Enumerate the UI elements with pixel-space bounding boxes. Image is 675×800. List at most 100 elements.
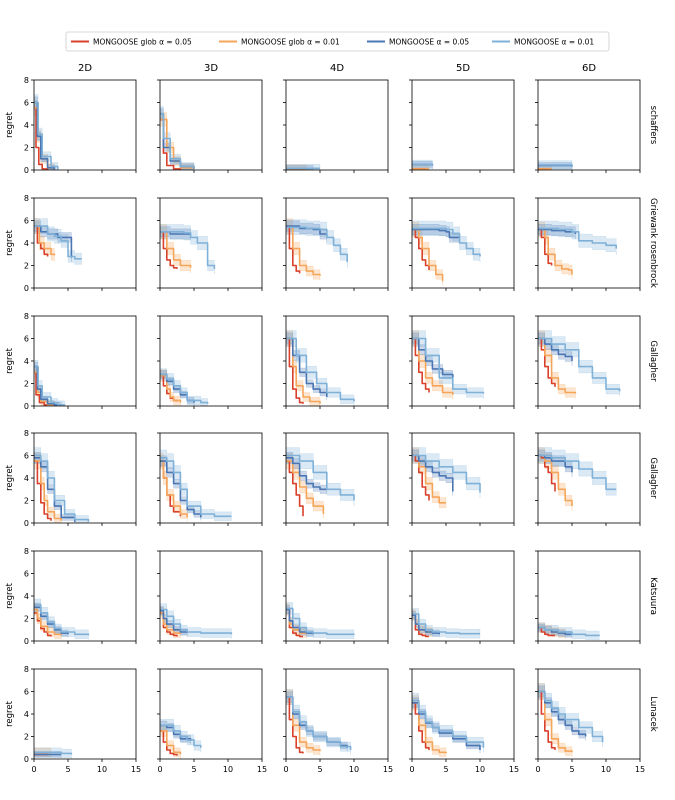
plot-area xyxy=(412,220,481,286)
panel-r3-c3 xyxy=(409,432,515,526)
axes-frame xyxy=(285,79,389,171)
y-tick-label: 8 xyxy=(24,665,29,674)
line-glob-005 xyxy=(286,225,301,274)
line-glob-001 xyxy=(286,460,325,514)
x-tick-label: 10 xyxy=(97,765,107,774)
row-label-5: Lunacek xyxy=(648,696,658,731)
axes-frame xyxy=(159,668,263,760)
line-local-001 xyxy=(286,696,352,750)
y-tick-label: 2 xyxy=(24,144,29,153)
legend: MONGOOSE glob α = 0.05 MONGOOSE glob α =… xyxy=(65,31,610,52)
plot-area xyxy=(160,368,209,406)
line-glob-001 xyxy=(34,460,63,521)
axes-frame xyxy=(537,79,641,171)
line-glob-001 xyxy=(286,696,321,752)
line-glob-001 xyxy=(412,337,454,395)
line-glob-005 xyxy=(538,454,556,492)
legend-frame xyxy=(65,31,610,52)
line-glob-001 xyxy=(160,730,182,755)
panel-r5-c0: 0 2 4 6 8 0 5 10 15 xyxy=(24,665,141,774)
line-glob-005 xyxy=(286,460,304,517)
panel-r0-c0: 0 2 4 6 8 xyxy=(24,76,137,175)
legend-label-glob-001: MONGOOSE glob α = 0.01 xyxy=(241,38,340,47)
panel-r3-c2 xyxy=(283,432,389,526)
y-tick-label: 8 xyxy=(24,312,29,321)
y-axis-label-row-2: regret xyxy=(5,347,15,373)
plot-area xyxy=(412,159,434,170)
line-glob-005 xyxy=(412,701,430,750)
plot-area xyxy=(160,449,232,522)
line-local-005 xyxy=(412,454,454,492)
y-tick-label: 8 xyxy=(24,76,29,85)
line-glob-001 xyxy=(412,701,447,754)
panel-r2-c2 xyxy=(283,315,389,409)
panel-r3-c4 xyxy=(535,432,641,526)
line-local-001 xyxy=(412,699,485,748)
line-local-001 xyxy=(34,454,90,522)
line-glob-005 xyxy=(538,690,556,750)
line-local-001 xyxy=(412,613,480,635)
line-local-005 xyxy=(412,337,454,378)
axes-frame xyxy=(411,79,515,171)
y-axis-label-row-1: regret xyxy=(5,229,15,255)
panel-r3-c1 xyxy=(157,432,263,526)
x-tick-label: 15 xyxy=(383,765,393,774)
y-tick-label: 2 xyxy=(24,262,29,271)
line-glob-001 xyxy=(538,337,577,394)
line-local-001 xyxy=(538,337,621,392)
x-tick-label: 5 xyxy=(569,765,574,774)
line-local-001 xyxy=(34,225,82,260)
panel-r0-c1 xyxy=(157,79,263,173)
column-title-4d: 4D xyxy=(330,63,344,74)
band-local-001 xyxy=(412,447,481,499)
plot-area xyxy=(160,719,202,759)
line-local-001 xyxy=(34,365,66,406)
y-tick-label: 2 xyxy=(24,380,29,389)
x-tick-label: 15 xyxy=(509,765,519,774)
line-local-005 xyxy=(160,460,202,518)
panel-grid: 2D 3D 4D 5D 6D schaffers regret 0 2 4 6 8 Griewank r… xyxy=(5,63,658,774)
line-glob-005 xyxy=(538,626,555,637)
line-glob-005 xyxy=(538,228,553,266)
line-glob-005 xyxy=(412,337,430,393)
y-tick-label: 8 xyxy=(24,194,29,203)
plot-area xyxy=(538,160,573,170)
line-glob-005 xyxy=(34,460,52,521)
x-tick-label: 10 xyxy=(349,765,359,774)
line-glob-005 xyxy=(34,225,49,257)
y-tick-label: 6 xyxy=(24,335,29,344)
panel-r2-c3 xyxy=(409,315,515,409)
y-tick-label: 0 xyxy=(24,637,29,646)
line-local-001 xyxy=(538,454,617,491)
row-label-2: Gallagher xyxy=(648,340,658,382)
line-glob-001 xyxy=(286,225,321,276)
plot-area xyxy=(34,747,73,759)
line-local-001 xyxy=(160,373,209,404)
x-tick-label: 0 xyxy=(31,765,36,774)
y-axis-label-row-4: regret xyxy=(5,582,15,608)
line-local-001 xyxy=(34,751,73,755)
legend-label-local-001: MONGOOSE α = 0.01 xyxy=(514,38,594,47)
panel-r5-c3: 0 5 10 15 xyxy=(409,668,519,774)
line-glob-001 xyxy=(160,231,192,268)
plot-area xyxy=(34,218,82,265)
plot-area xyxy=(34,447,90,523)
line-local-001 xyxy=(160,456,232,518)
y-tick-label: 4 xyxy=(24,239,29,248)
panel-r5-c2: 0 5 10 15 xyxy=(283,668,393,774)
row-label-0: schaffers xyxy=(648,106,658,145)
panel-r1-c2 xyxy=(283,197,389,291)
x-tick-label: 0 xyxy=(409,765,414,774)
band-local-001 xyxy=(538,220,617,255)
column-title-5d: 5D xyxy=(456,63,470,74)
y-tick-label: 4 xyxy=(24,710,29,719)
line-glob-001 xyxy=(34,608,63,636)
legend-label-local-005: MONGOOSE α = 0.05 xyxy=(389,38,469,47)
legend-label-glob-005: MONGOOSE glob α = 0.05 xyxy=(93,38,192,47)
line-local-001 xyxy=(286,454,355,501)
axes-frame xyxy=(159,197,263,289)
band-local-001 xyxy=(160,224,215,274)
line-local-001 xyxy=(160,113,195,169)
line-local-001 xyxy=(412,227,481,257)
panel-r4-c0: 0 2 4 6 8 xyxy=(24,547,137,646)
